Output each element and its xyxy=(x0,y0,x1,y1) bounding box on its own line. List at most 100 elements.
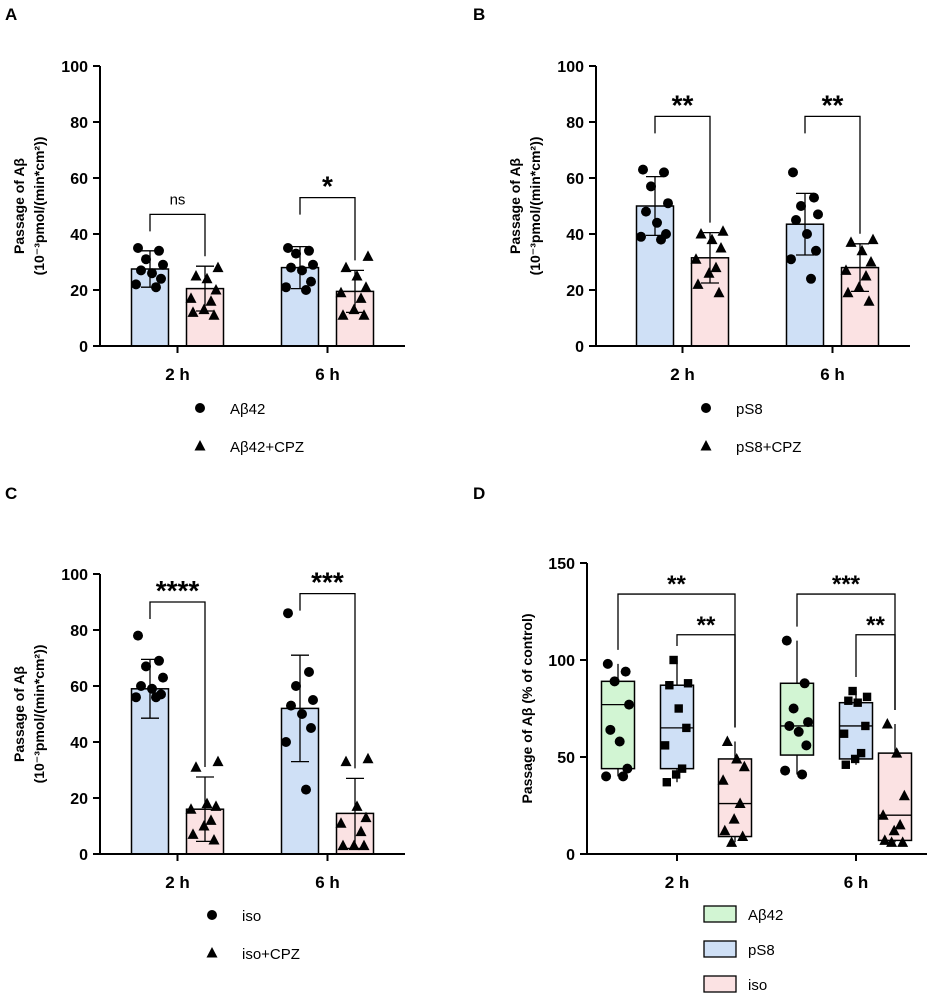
panel-d-legend-swatch xyxy=(703,905,737,923)
panel-d-data-point xyxy=(677,764,687,773)
panel-c-data-point xyxy=(147,683,157,694)
panel-a-x-tick-label: 6 h xyxy=(315,365,340,384)
panel-a-data-point xyxy=(185,292,197,303)
panel-c-data-point xyxy=(291,681,301,691)
panel-c-data-point xyxy=(351,800,363,811)
panel-b-legend-label: pS8+CPZ xyxy=(736,439,801,456)
panel-d-data-point xyxy=(605,724,616,735)
panel-c-y-tick-label: 60 xyxy=(70,679,88,696)
panel-d-legend-label: pS8 xyxy=(748,942,775,959)
panel-c-data-point xyxy=(158,672,168,683)
panel-c-data-point xyxy=(198,820,210,831)
panel-c-data-point xyxy=(210,800,222,811)
panel-a-data-point xyxy=(147,268,157,279)
panel-b-x-tick-label: 6 h xyxy=(820,365,845,384)
panel-d-data-point xyxy=(799,678,810,689)
panel-a-data-point xyxy=(351,270,363,281)
panel-a-y-tick-label: 60 xyxy=(70,171,88,188)
panel-c-significance-label: *** xyxy=(311,567,344,598)
panel-a-y-tick-label: 0 xyxy=(79,339,88,356)
panel-d-data-point xyxy=(618,771,629,782)
panel-d-data-point xyxy=(669,655,678,665)
panel-c: C Passage of Aβ (10⁻³pmol/(min*cm²)) 0 20 40 6… xyxy=(5,484,405,963)
panel-c-data-point xyxy=(185,803,197,814)
panel-c-data-point xyxy=(151,692,161,703)
panel-a-data-point xyxy=(355,292,367,303)
panel-d-data-point xyxy=(891,747,903,758)
panel-a-data-point xyxy=(337,309,349,320)
panel-b-data-point xyxy=(717,225,729,236)
panel-b-data-point xyxy=(856,244,868,256)
panel-a-data-point xyxy=(156,273,166,284)
panel-c-data-point xyxy=(297,709,307,719)
panel-a-data-point xyxy=(348,303,360,315)
panel-d-data-point xyxy=(721,735,733,746)
panel-d-significance-bracket xyxy=(855,634,896,711)
panel-a-significance-bracket xyxy=(299,196,356,261)
panel-a-data-point xyxy=(308,259,318,270)
panel-a-data-point xyxy=(208,309,220,320)
panel-c-legend-marker xyxy=(206,947,218,958)
panel-a-data-point xyxy=(340,261,352,273)
panel-b-data-point xyxy=(806,273,816,284)
panel-b-y-tick-label: 80 xyxy=(566,115,584,132)
panel-a-significance-label: ns xyxy=(170,191,186,208)
panel-b-data-point xyxy=(863,295,875,306)
panel-a-data-point xyxy=(136,265,146,276)
panel-d-significance-label: *** xyxy=(832,571,861,598)
panel-d-data-point xyxy=(841,760,850,769)
panel-b-y-tick-label: 100 xyxy=(557,59,584,76)
panel-b-data-point xyxy=(865,256,877,267)
panel-a-data-point xyxy=(301,285,311,295)
panel-a-data-point xyxy=(281,282,291,293)
panel-d-data-point xyxy=(622,763,633,774)
panel-b-data-point xyxy=(692,278,704,289)
panel-b-data-point xyxy=(659,167,669,178)
panel-a-data-point xyxy=(158,259,168,270)
panel-b-data-point xyxy=(690,253,702,264)
panel-d-x-tick-label: 6 h xyxy=(844,873,869,892)
panel-d-data-point xyxy=(898,789,910,801)
panel-c-y-axis-title: Passage of Aβ (10⁻³pmol/(min*cm²)) xyxy=(11,645,47,784)
panel-d-data-point xyxy=(614,736,625,747)
panel-d-x-tick-label: 2 h xyxy=(665,873,690,892)
panel-d-data-point xyxy=(781,635,792,646)
panel-b-data-point xyxy=(652,217,662,228)
panel-c-y-axis-title-line1: Passage of Aβ xyxy=(11,666,27,762)
panel-b-significance-label: ** xyxy=(672,89,694,120)
panel-a-y-tick-label: 40 xyxy=(70,227,88,244)
panel-b-y-tick-label: 20 xyxy=(566,283,584,300)
panel-a-y-tick-label: 100 xyxy=(61,59,88,76)
panel-b-data-point xyxy=(860,270,872,281)
panel-a-data-point xyxy=(335,286,347,298)
panel-b-significance-bracket xyxy=(804,115,861,234)
panel-d-data-point xyxy=(674,704,683,713)
panel-b-data-point xyxy=(853,281,865,292)
panel-c-data-point xyxy=(304,667,314,677)
panel-d-data-point xyxy=(788,703,799,714)
panel-c-data-point xyxy=(212,755,224,767)
panel-a-legend-marker xyxy=(195,403,205,413)
panel-c-data-point xyxy=(131,692,141,703)
panel-b-data-point xyxy=(710,261,722,273)
panel-c-data-point xyxy=(340,755,352,767)
panel-d-data-point xyxy=(848,686,857,696)
panel-d-data-point xyxy=(780,765,791,776)
panel-b-y-tick-label: 0 xyxy=(575,339,584,356)
panel-d-data-point xyxy=(683,679,693,688)
panel-a-data-point xyxy=(212,261,224,273)
panel-c-data-point xyxy=(281,737,291,747)
panel-d-data-point xyxy=(844,696,853,705)
panel-c-y-axis-title-line2: (10⁻³pmol/(min*cm²)) xyxy=(31,645,47,784)
panel-a-data-point xyxy=(297,265,307,276)
panel-a-data-point xyxy=(131,279,141,290)
panel-c-data-point xyxy=(201,797,213,809)
panel-d-legend-label: Aβ42 xyxy=(748,907,783,924)
panel-b-data-point xyxy=(845,236,857,247)
panel-b-legend-label: pS8 xyxy=(736,401,763,418)
panel-a-data-point xyxy=(190,270,202,281)
panel-a-data-point xyxy=(358,309,370,320)
panel-a-data-point xyxy=(283,243,293,253)
panel-d-data-point xyxy=(738,760,750,772)
panel-c-data-point xyxy=(358,839,370,851)
